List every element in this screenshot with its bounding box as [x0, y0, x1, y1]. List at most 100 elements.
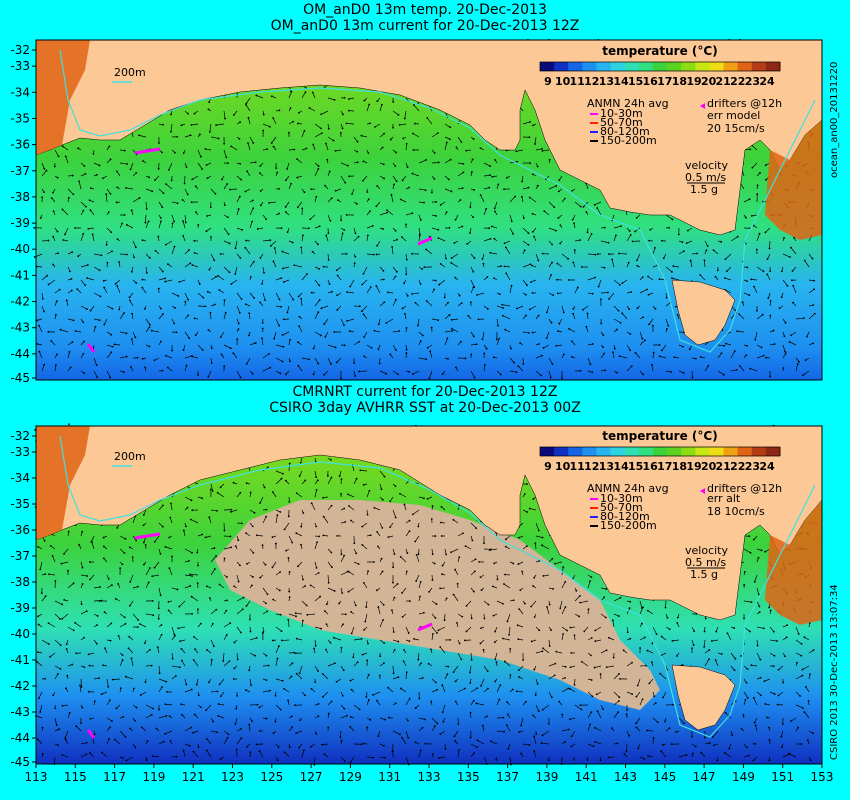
current-arrow-head: [285, 549, 288, 552]
current-arrow-head: [541, 536, 544, 539]
current-arrow-head: [271, 536, 274, 539]
current-arrow: [404, 110, 407, 119]
current-arrow-head: [354, 604, 357, 607]
current-arrow-head: [478, 560, 481, 563]
top-title-line2: OM_anD0 13m current for 20-Dec-2013 12Z: [270, 18, 580, 34]
current-arrow-head: [241, 608, 244, 611]
current-arrow-head: [504, 545, 507, 548]
current-arrow-head: [72, 582, 75, 585]
current-arrow-head: [364, 620, 367, 623]
current-arrow: [392, 110, 399, 116]
current-arrow-head: [191, 612, 194, 615]
current-arrow-head: [439, 587, 442, 590]
current-arrow-head: [245, 103, 247, 106]
current-arrow-head: [322, 496, 325, 499]
current-arrow-head: [153, 566, 156, 569]
current-arrow-head: [578, 594, 581, 597]
current-arrow-head: [315, 525, 318, 528]
current-arrow-head: [191, 575, 194, 577]
current-arrow-head: [449, 126, 452, 129]
current-arrow-head: [344, 613, 347, 616]
current-arrow-head: [309, 584, 312, 587]
current-arrow-head: [51, 555, 54, 557]
current-arrow-head: [376, 531, 379, 533]
current-arrow: [399, 123, 407, 126]
current-arrow-head: [157, 617, 160, 620]
current-arrow-head: [452, 593, 455, 596]
current-arrow-head: [147, 581, 150, 584]
current-arrow-head: [440, 505, 443, 508]
current-arrow-head: [417, 525, 420, 528]
current-arrow-head: [226, 576, 228, 578]
current-arrow-head: [431, 553, 434, 556]
current-arrow-head: [526, 511, 528, 513]
current-arrow-head: [322, 515, 325, 518]
current-arrow-head: [233, 585, 236, 588]
current-arrow-head: [246, 562, 248, 565]
current-arrow-head: [315, 566, 318, 569]
current-arrow-head: [342, 113, 344, 116]
current-arrow-head: [590, 576, 593, 579]
current-arrow: [248, 117, 251, 125]
current-arrow-head: [471, 539, 474, 542]
current-arrow-head: [37, 615, 39, 618]
current-arrow-head: [753, 581, 756, 583]
current-arrow-head: [392, 126, 394, 129]
current-arrow: [346, 123, 355, 125]
current-arrow-head: [291, 541, 294, 544]
current-arrow-head: [333, 590, 336, 592]
current-arrow-head: [316, 479, 319, 482]
current-arrow-head: [383, 475, 386, 478]
current-arrow-head: [216, 509, 218, 512]
current-arrow-head: [287, 556, 290, 559]
current-arrow-head: [341, 127, 344, 130]
current-arrow-head: [369, 534, 372, 537]
current-arrow-head: [288, 570, 291, 573]
current-arrow-head: [208, 516, 211, 519]
current-arrow-head: [393, 553, 396, 556]
current-arrow-head: [368, 103, 371, 106]
current-arrow-head: [414, 540, 417, 543]
current-arrow-head: [230, 546, 233, 549]
current-arrow-head: [245, 482, 248, 485]
current-arrow-head: [537, 529, 540, 532]
current-arrow-head: [178, 605, 181, 608]
current-arrow-head: [168, 567, 171, 570]
current-arrow-head: [521, 570, 523, 573]
current-arrow-head: [265, 515, 268, 518]
current-arrow-head: [367, 570, 369, 572]
current-arrow-head: [366, 513, 369, 516]
current-arrow-head: [135, 539, 138, 542]
current-arrow-head: [392, 566, 395, 569]
current-arrow-head: [347, 570, 350, 573]
current-arrow-head: [49, 545, 52, 547]
current-arrow-head: [252, 576, 254, 578]
current-arrow-head: [262, 113, 265, 116]
current-arrow-head: [764, 550, 767, 553]
current-arrow-head: [426, 117, 429, 119]
current-arrow-head: [259, 576, 262, 579]
current-arrow-head: [102, 536, 105, 539]
current-arrow-head: [232, 114, 235, 116]
current-arrow-head: [361, 544, 364, 546]
current-arrow-head: [325, 603, 328, 606]
current-arrow-head: [350, 610, 352, 613]
current-arrow-head: [234, 545, 237, 547]
current-arrow-head: [318, 535, 320, 538]
current-arrow-head: [493, 562, 496, 565]
current-arrow-head: [189, 518, 192, 521]
current-arrow-head: [392, 581, 394, 584]
current-arrow-head: [201, 533, 204, 536]
current-arrow-head: [207, 108, 210, 111]
current-arrow-head: [191, 551, 193, 554]
current-arrow-head: [512, 599, 515, 602]
current-arrow-head: [343, 96, 346, 99]
current-arrow-head: [454, 568, 456, 571]
current-arrow-head: [288, 500, 291, 503]
current-arrow-head: [239, 564, 241, 567]
current-arrow-head: [575, 589, 578, 592]
current-arrow-head: [470, 617, 473, 620]
top-title-line1: OM_anD0 13m temp. 20-Dec-2013: [303, 2, 547, 18]
current-arrow-head: [760, 549, 763, 552]
